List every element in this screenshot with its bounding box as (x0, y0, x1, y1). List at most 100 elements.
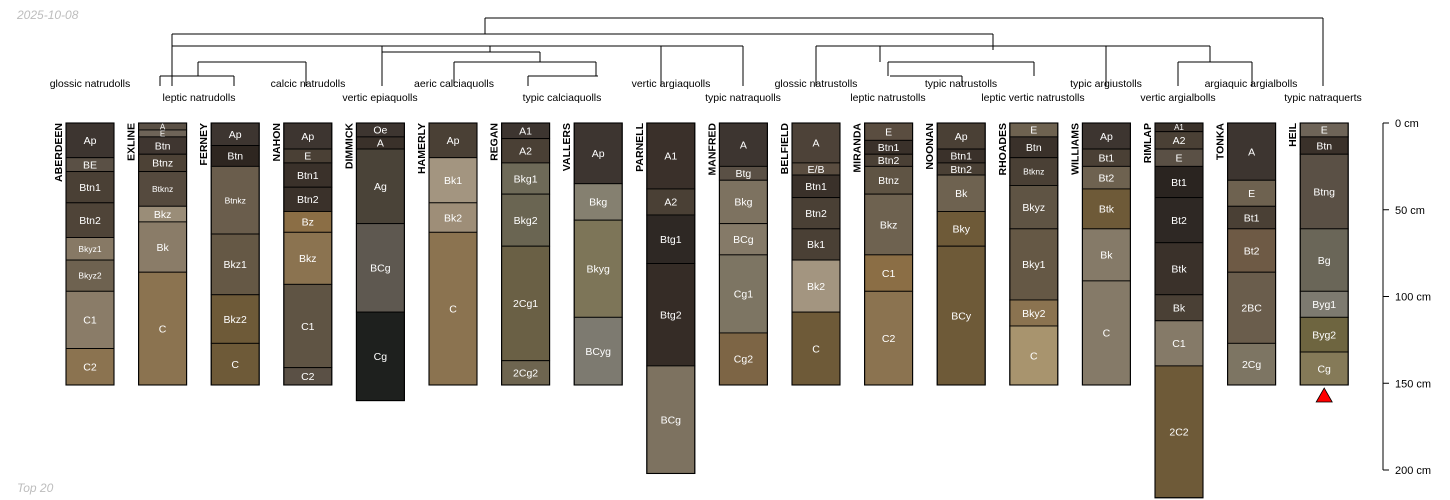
horizon-label: Btn (1316, 140, 1332, 152)
dendrogram-leaf-label: typic natraquerts (1284, 92, 1362, 104)
horizon-block (428, 202, 478, 233)
horizon-block (1081, 228, 1131, 282)
horizon-label: Bkyz2 (78, 271, 101, 281)
horizon-label: Bkz (154, 209, 172, 221)
horizon-label: Bky1 (1022, 259, 1046, 271)
horizon-label: C2 (83, 362, 97, 374)
horizon-label: E (304, 151, 311, 163)
profile-name: EXLINE (126, 123, 138, 161)
horizon-label: Btk (1099, 204, 1115, 216)
horizon-label: Byg1 (1312, 299, 1336, 311)
horizon-label: Bkz2 (224, 314, 248, 326)
horizon-block (1154, 242, 1204, 296)
horizon-label: Bt1 (1099, 152, 1115, 164)
horizon-block (138, 171, 188, 207)
profile-name: MANFRED (706, 123, 718, 176)
horizon-label: Btn2 (297, 194, 319, 206)
horizon-block (1081, 188, 1131, 230)
truncation-marker (1315, 387, 1333, 403)
horizon-block (1227, 179, 1277, 207)
dendrogram-leaf-label: vertic epiaquolls (342, 92, 417, 104)
horizon-label: A1 (664, 151, 677, 163)
profile-name: TONKA (1215, 123, 1227, 161)
horizon-label: Btn1 (950, 151, 972, 163)
horizon-block (210, 342, 260, 386)
horizon-label: Bk2 (807, 281, 825, 293)
horizon-label: Btn2 (805, 208, 827, 220)
profile-name: NOONAN (924, 123, 936, 170)
profile-outline (1009, 122, 1059, 386)
horizon-block (646, 214, 696, 264)
horizon-label: Cg2 (734, 354, 753, 366)
horizon-label: Btng (1313, 186, 1335, 198)
horizon-label: Btn1 (878, 142, 900, 154)
horizon-label: Bkg (734, 197, 752, 209)
horizon-label: Btn1 (805, 181, 827, 193)
horizon-label: Bkz1 (224, 259, 248, 271)
horizon-label: Btnz (152, 158, 173, 170)
horizon-label: E (1321, 125, 1328, 137)
profile-name: REGAN (489, 123, 501, 161)
horizon-block (718, 254, 768, 334)
horizon-label: Btknz (1023, 167, 1044, 177)
horizon-label: C (812, 343, 820, 355)
horizon-label: Bt2 (1171, 215, 1187, 227)
profile-name: VALLERS (561, 123, 573, 171)
profile-name: NAHON (271, 123, 283, 162)
horizon-label: Cg (1317, 363, 1331, 375)
dendrogram-leaf-label: typic natrustolls (925, 78, 997, 90)
horizon-label: BE (83, 159, 97, 171)
dendrogram-leaf-label: vertic argiaquolls (632, 78, 711, 90)
horizon-label: Ap (1100, 131, 1113, 143)
horizon-label: Btnkz (225, 195, 246, 205)
horizon-label: Btknz (152, 184, 173, 194)
horizon-label: Btg (736, 168, 752, 180)
horizon-block (1154, 365, 1204, 499)
horizon-label: Btn2 (950, 164, 972, 176)
horizon-label: BCg (733, 234, 754, 246)
horizon-label: E (885, 126, 892, 138)
profile-outline (1154, 122, 1204, 499)
horizon-label: Bt1 (1244, 212, 1260, 224)
horizon-label: Bk (1173, 303, 1186, 315)
horizon-label: E (160, 129, 165, 138)
horizon-label: BCg (370, 263, 391, 275)
horizon-label: Btg1 (660, 234, 682, 246)
horizon-label: Bkz (880, 219, 898, 231)
horizon-label: A (1248, 146, 1255, 158)
horizon-label: Bky2 (1022, 308, 1046, 320)
horizon-label: Bkyz1 (78, 244, 101, 254)
horizon-label: E (1248, 188, 1255, 200)
horizon-label: 2C2 (1169, 427, 1188, 439)
horizon-label: Ap (84, 135, 97, 147)
horizon-label: Btn1 (297, 170, 319, 182)
horizon-label: Bk1 (807, 239, 825, 251)
horizon-label: Btn2 (878, 155, 900, 167)
horizon-label: C1 (882, 268, 896, 280)
horizon-block (718, 332, 768, 386)
horizon-block (1227, 122, 1277, 181)
horizon-label: Bz (302, 217, 314, 229)
horizon-label: A1 (519, 126, 532, 138)
horizon-block (428, 122, 478, 159)
dendrogram-leaf-label: typic argiustolls (1070, 78, 1142, 90)
horizon-label: Bkg (589, 197, 607, 209)
horizon-label: Cg (374, 351, 388, 363)
horizon-block (355, 223, 405, 313)
profile-name: RIMLAP (1142, 123, 1154, 163)
dendrogram-leaf-label: typic natraquolls (705, 92, 781, 104)
horizon-label: A (740, 139, 747, 151)
horizon-label: A (160, 122, 166, 131)
profile-outline (864, 122, 914, 386)
horizon-block (573, 316, 623, 386)
dendrogram-leaf-label: leptic natrudolls (163, 92, 236, 104)
horizon-block (501, 360, 551, 386)
horizon-label: Bkyz (1022, 202, 1045, 214)
horizon-label: Byg2 (1312, 329, 1336, 341)
footer-label: Top 20 (17, 481, 54, 495)
horizon-block (501, 162, 551, 195)
profile-name: MIRANDA (852, 123, 864, 173)
profile-outline (646, 122, 696, 475)
horizon-label: A (812, 138, 819, 150)
horizon-label: Bt2 (1244, 245, 1260, 257)
